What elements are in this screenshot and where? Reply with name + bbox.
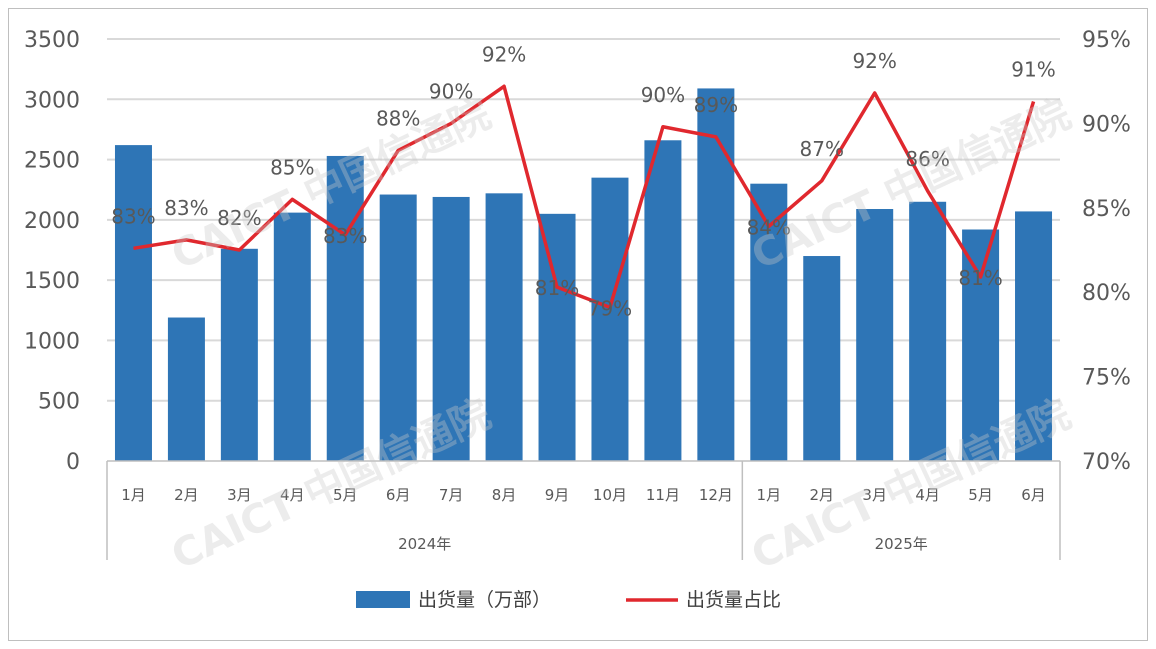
legend-label-line: 出货量占比 (686, 589, 781, 611)
y-left-tick-label: 2500 (24, 149, 80, 174)
bar (167, 317, 205, 461)
bar (1015, 211, 1053, 461)
x-tick-label: 5月 (968, 486, 993, 504)
legend-label-bar: 出货量（万部） (418, 589, 551, 611)
y-left-tick-label: 2000 (24, 209, 80, 234)
line-data-label: 79% (588, 296, 632, 320)
y-left-tick-label: 3500 (24, 28, 80, 53)
bar (909, 201, 947, 461)
line-data-label: 90% (641, 83, 685, 107)
line-series-share (133, 84, 1036, 310)
x-tick-label: 11月 (646, 486, 680, 504)
line-data-label: 83% (323, 224, 367, 248)
line-data-label: 86% (905, 147, 949, 171)
bar (856, 209, 894, 461)
line-data-label: 90% (429, 79, 473, 103)
line-data-label: 81% (958, 266, 1002, 290)
legend-swatch-bar (356, 591, 410, 608)
x-tick-label: 2月 (809, 486, 834, 504)
bar (273, 212, 311, 461)
line-data-label: 84% (747, 215, 791, 239)
line-data-label: 83% (164, 196, 208, 220)
y-left-tick-label: 3000 (24, 88, 80, 113)
x-tick-label: 6月 (386, 486, 411, 504)
line-data-label: 89% (694, 93, 738, 117)
bar (644, 140, 682, 461)
bar (220, 248, 258, 461)
line-data-label: 87% (800, 137, 844, 161)
bar (750, 183, 788, 461)
x-tick-label: 10月 (593, 486, 627, 504)
x-tick-label: 3月 (862, 486, 887, 504)
x-tick-label: 1月 (757, 486, 782, 504)
y-right-tick-label: 70% (1082, 450, 1131, 475)
x-tick-label: 2月 (174, 486, 199, 504)
x-group-label: 2024年 (398, 535, 451, 553)
x-tick-label: 6月 (1021, 486, 1046, 504)
line-data-label: 92% (852, 49, 896, 73)
y-left-tick-label: 0 (66, 450, 80, 475)
line-data-label: 81% (535, 276, 579, 300)
x-tick-label: 8月 (492, 486, 517, 504)
bar (326, 155, 364, 461)
line-data-label: 88% (376, 106, 420, 130)
line-data-label: 91% (1011, 57, 1055, 81)
bar (114, 145, 152, 462)
bar (538, 213, 576, 461)
y-right-tick-label: 90% (1082, 112, 1131, 137)
x-group-label: 2025年 (875, 535, 928, 553)
x-tick-label: 4月 (915, 486, 940, 504)
y-right-tick-label: 85% (1082, 197, 1131, 222)
bar (803, 256, 841, 461)
x-tick-label: 9月 (545, 486, 570, 504)
y-right-tick-label: 75% (1082, 366, 1131, 391)
bar (697, 88, 735, 461)
y-left-tick-label: 500 (38, 390, 80, 415)
x-tick-label: 3月 (227, 486, 252, 504)
x-tick-label: 5月 (333, 486, 358, 504)
x-tick-label: 12月 (699, 486, 733, 504)
bar (379, 194, 417, 461)
bar (962, 229, 1000, 461)
bar (485, 193, 523, 461)
line-data-label: 83% (111, 204, 155, 228)
x-tick-label: 1月 (121, 486, 146, 504)
y-right-tick-label: 80% (1082, 281, 1131, 306)
y-right-tick-label: 95% (1082, 28, 1131, 53)
line-data-label: 82% (217, 206, 261, 230)
x-tick-label: 7月 (439, 486, 464, 504)
line-data-label: 85% (270, 155, 314, 179)
line-data-label: 92% (482, 42, 526, 66)
bar (591, 177, 629, 461)
x-tick-label: 4月 (280, 486, 305, 504)
y-left-tick-label: 1000 (24, 329, 80, 354)
y-left-tick-label: 1500 (24, 269, 80, 294)
bar (432, 196, 470, 461)
